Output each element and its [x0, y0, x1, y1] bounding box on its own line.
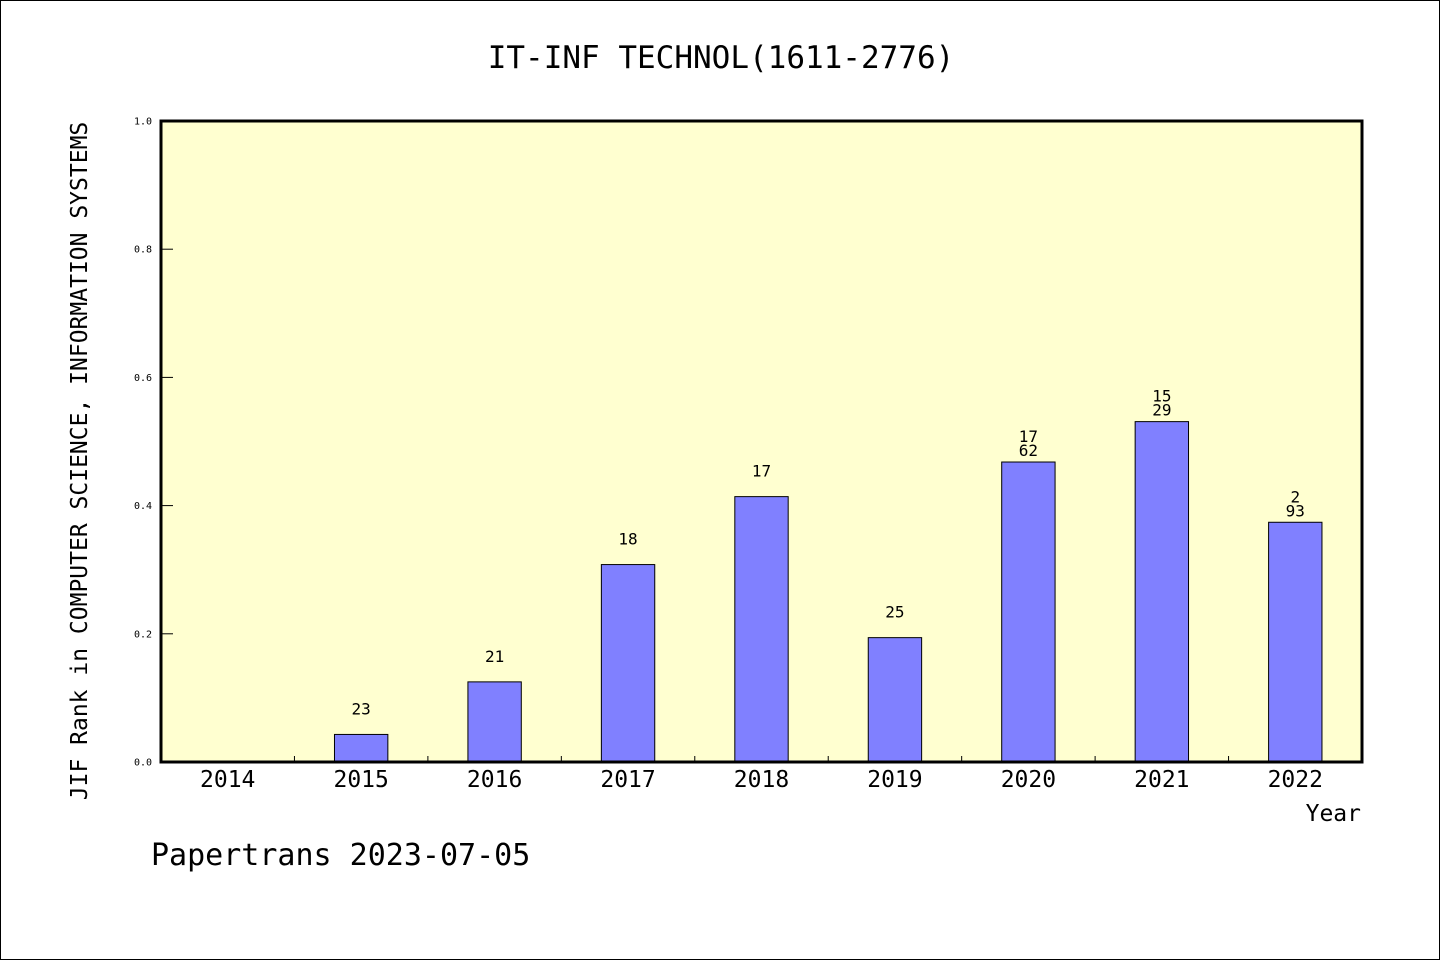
bar-2020 [1001, 461, 1056, 763]
bar-label-total: 93 [1286, 501, 1305, 520]
x-tick-label: 2016 [467, 767, 522, 793]
y-tick-label: 0.4 [134, 501, 152, 512]
bar-2022 [1268, 521, 1323, 763]
x-axis: 2014 2015 2016 2017 2018 2019 2020 2021 2022 [200, 756, 1323, 793]
bar-label: 21 [485, 647, 504, 666]
bar-2019 [867, 637, 923, 763]
x-tick-label: 2015 [333, 767, 388, 793]
x-axis-label: Year [1306, 801, 1361, 827]
y-tick-label: 1.0 [134, 117, 152, 128]
bar-2017 [600, 564, 656, 763]
bar-label-rank: 17 [1019, 427, 1038, 446]
x-tick-label: 2020 [1001, 767, 1056, 793]
x-tick-label: 2021 [1134, 767, 1189, 793]
y-axis-label: JIF Rank in COMPUTER SCIENCE, INFORMATIO… [67, 122, 93, 801]
bar-label: 23 [352, 699, 371, 718]
bar-label: 17 [752, 462, 771, 481]
x-tick-label: 2017 [600, 767, 655, 793]
bar-2021 [1134, 421, 1190, 763]
bar-label: 25 [885, 603, 904, 622]
footer-credit: Papertrans 2023-07-05 [151, 838, 530, 873]
x-tick-label: 2014 [200, 767, 255, 793]
bar-label-total: 62 [1019, 441, 1038, 460]
bar-series [333, 421, 1323, 763]
x-tick-label: 2019 [867, 767, 922, 793]
bar-2016 [467, 681, 522, 763]
chart-title: IT-INF TECHNOL(1611-2776) [488, 40, 955, 76]
bar-2015 [333, 733, 389, 763]
bar-2018 [734, 496, 789, 763]
y-tick-label: 0.2 [134, 629, 152, 640]
bar-label-total: 29 [1152, 401, 1171, 420]
x-tick-label: 2022 [1268, 767, 1323, 793]
y-tick-label: 0.8 [134, 245, 152, 256]
plot-border [159, 119, 1364, 764]
y-tick-label: 0.0 [134, 758, 152, 769]
x-tick-label: 2018 [734, 767, 789, 793]
y-tick-label: 0.6 [134, 373, 152, 384]
bar-label-rank: 2 [1290, 487, 1300, 506]
bar-label: 18 [618, 530, 637, 549]
bar-label-rank: 15 [1152, 387, 1171, 406]
